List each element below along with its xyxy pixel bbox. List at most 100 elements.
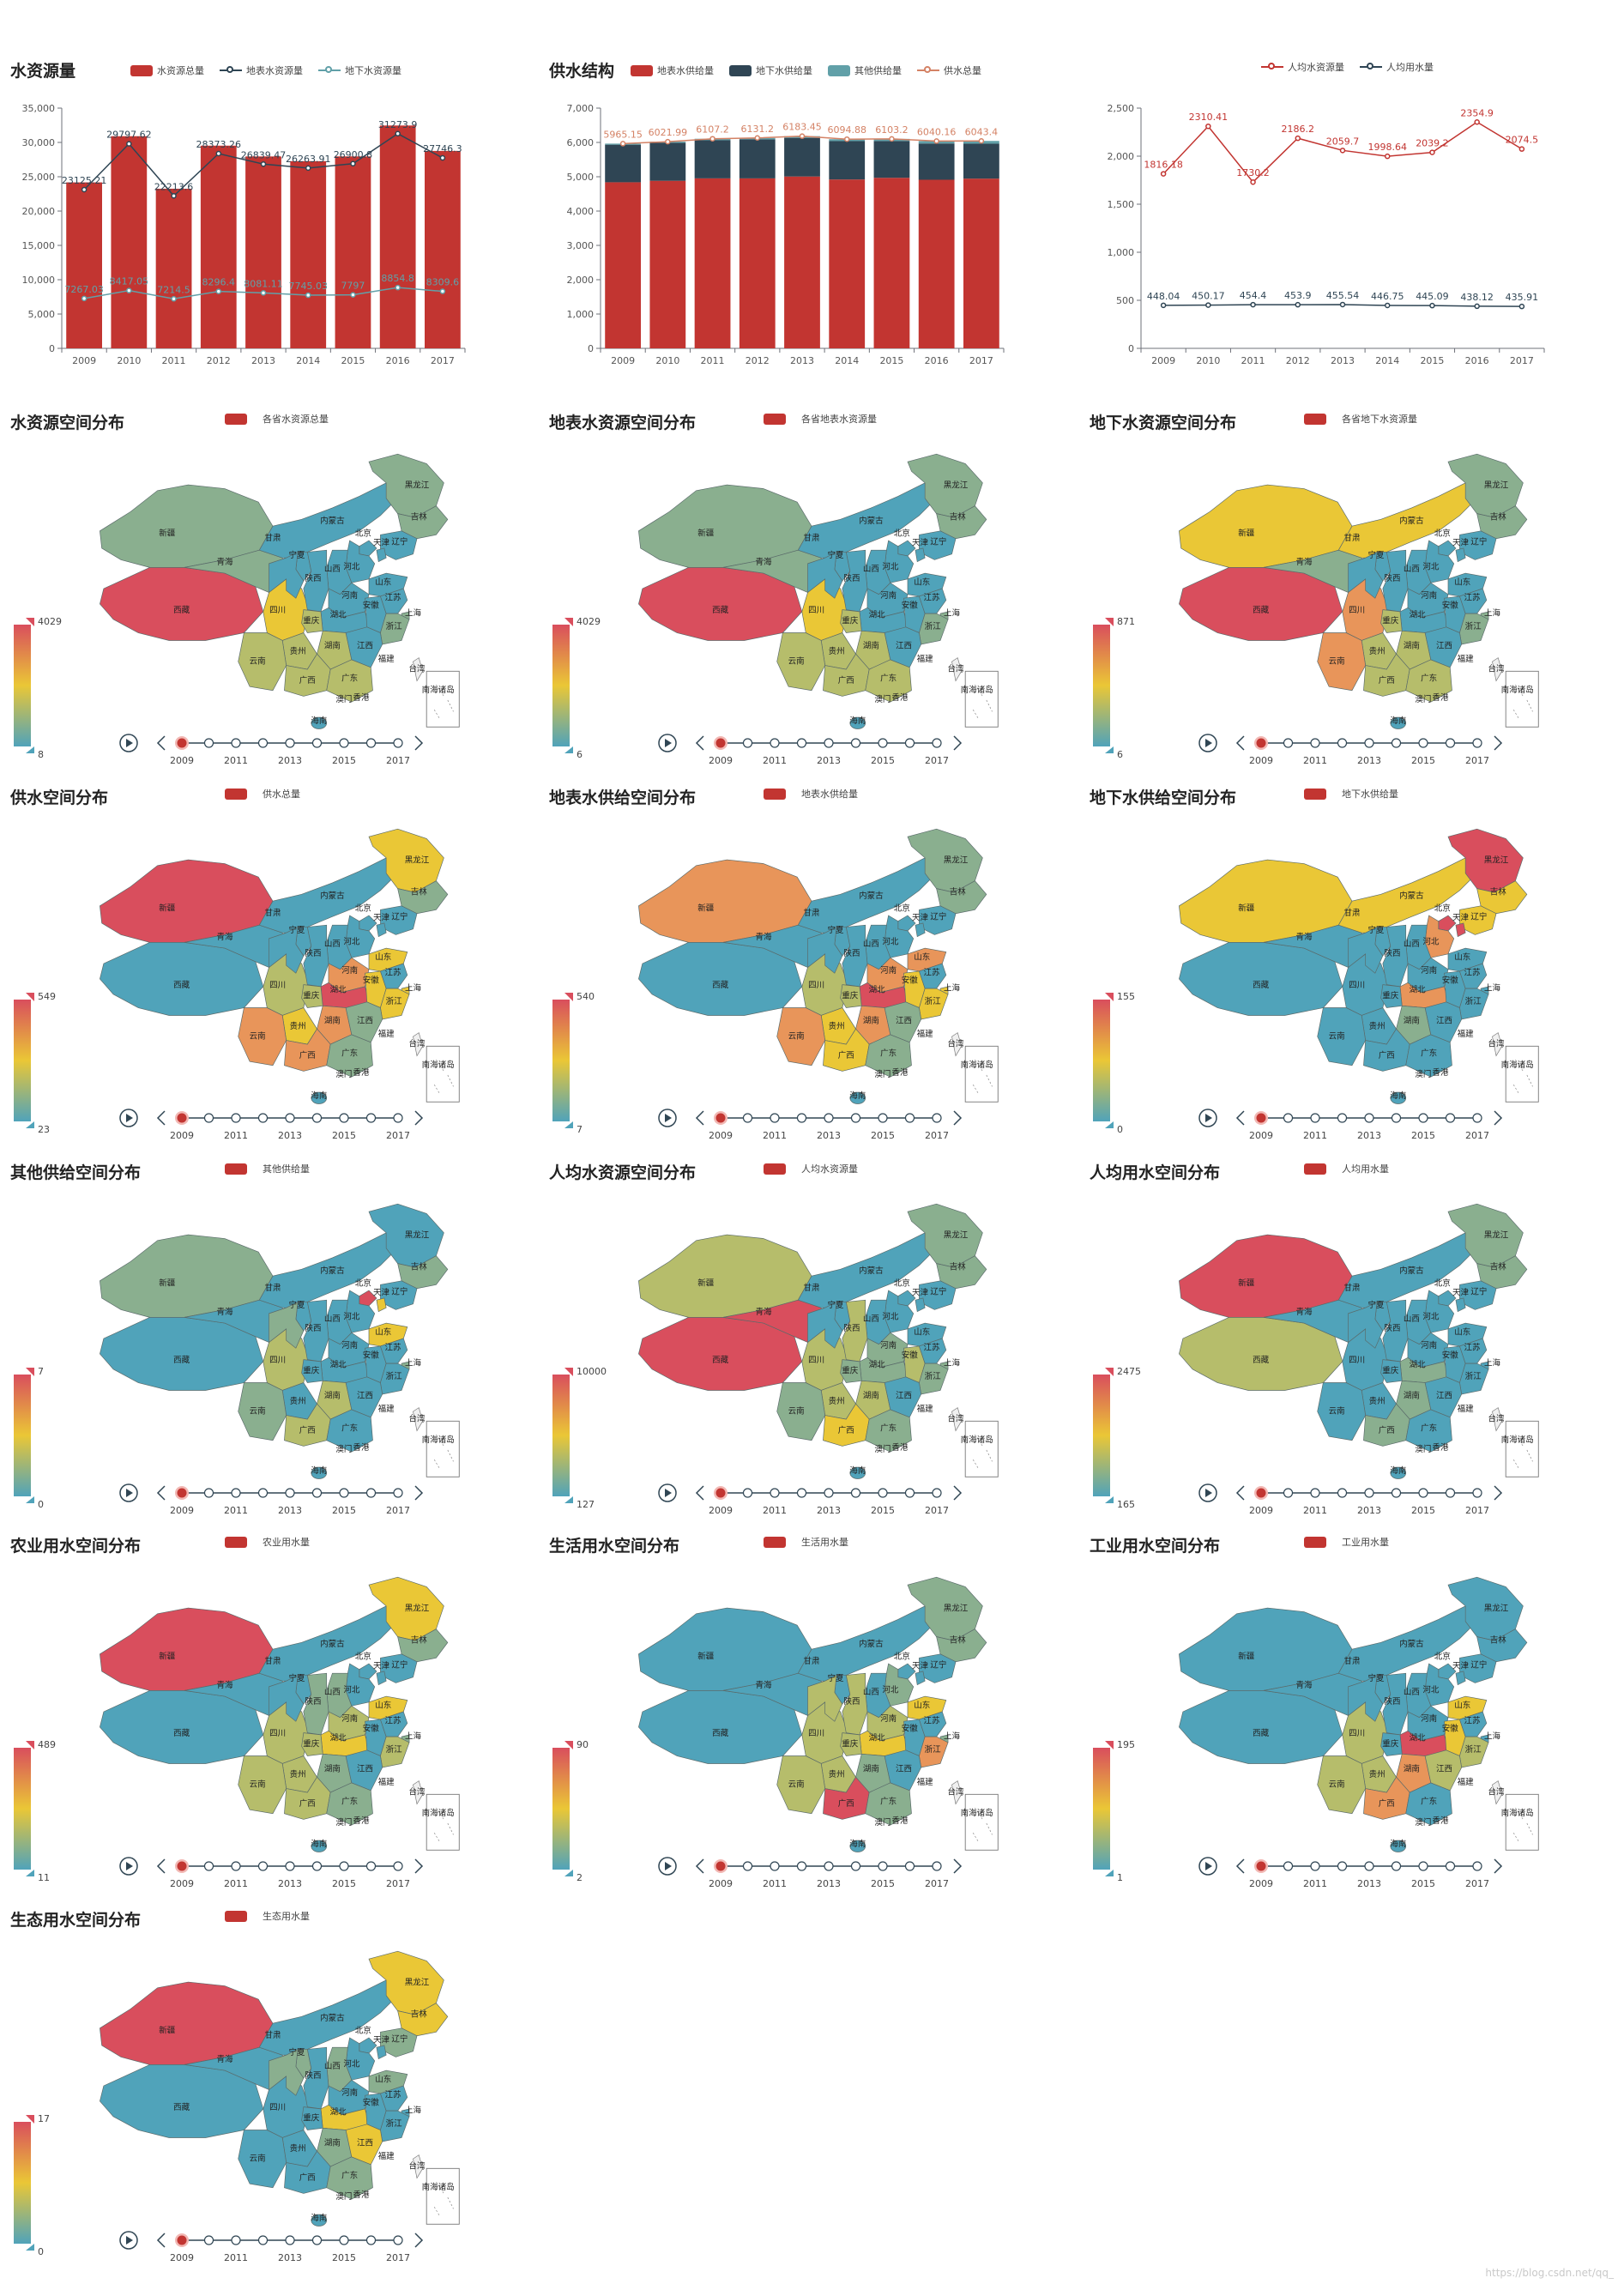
timeline-node[interactable] (393, 2235, 403, 2245)
timeline-node[interactable] (932, 738, 942, 748)
prev-button[interactable] (1235, 1858, 1245, 1874)
next-button[interactable] (953, 1110, 963, 1126)
timeline-node[interactable] (285, 2235, 295, 2245)
next-button[interactable] (414, 2233, 424, 2248)
timeline-node[interactable] (231, 1861, 241, 1871)
timeline-node[interactable] (365, 1488, 377, 1498)
timeline-node[interactable] (796, 1861, 807, 1871)
prev-button[interactable] (695, 1858, 704, 1874)
timeline-node[interactable] (257, 738, 269, 748)
timeline-node[interactable] (1364, 738, 1374, 748)
timeline-node[interactable] (1391, 1113, 1402, 1123)
timeline-node[interactable] (285, 1113, 295, 1123)
timeline-node[interactable] (824, 738, 834, 748)
map-legend[interactable]: 各省水资源总量 (225, 412, 329, 426)
timeline-node[interactable] (850, 738, 861, 748)
timeline-node[interactable] (311, 2235, 323, 2245)
timeline-node[interactable] (1391, 738, 1402, 748)
timeline-node[interactable] (770, 1488, 780, 1498)
timeline-node[interactable] (742, 1488, 753, 1498)
next-button[interactable] (414, 1485, 424, 1501)
timeline-node[interactable] (1472, 1861, 1482, 1871)
prev-button[interactable] (695, 1485, 704, 1501)
timeline-node[interactable] (796, 1113, 807, 1123)
timeline-node[interactable] (231, 738, 241, 748)
timeline-node[interactable] (878, 1113, 888, 1123)
timeline-node[interactable] (1337, 738, 1348, 748)
timeline-node[interactable] (285, 1861, 295, 1871)
timeline[interactable]: 2009 2011 2013 2015 2017 (658, 1109, 963, 1141)
map-legend[interactable]: 人均用水量 (1304, 1162, 1389, 1175)
map-legend[interactable]: 供水总量 (225, 787, 300, 801)
timeline-node[interactable] (850, 1861, 861, 1871)
timeline-node[interactable] (1337, 1113, 1348, 1123)
timeline[interactable]: 2009 2011 2013 2015 2017 (1198, 1483, 1503, 1516)
timeline-node[interactable] (1310, 1861, 1320, 1871)
legend-item-surface-supply[interactable]: 地表水供给量 (631, 63, 714, 77)
timeline-node[interactable] (1445, 1488, 1456, 1498)
timeline-node[interactable] (257, 2235, 269, 2245)
timeline-node[interactable] (203, 1488, 214, 1498)
next-button[interactable] (953, 735, 963, 751)
timeline[interactable]: 2009 2011 2013 2015 2017 (119, 2231, 424, 2263)
timeline-node[interactable] (878, 738, 888, 748)
map-legend[interactable]: 农业用水量 (225, 1535, 310, 1549)
timeline-node[interactable] (1283, 1861, 1294, 1871)
timeline-node[interactable] (1364, 1488, 1374, 1498)
timeline-node[interactable] (878, 1488, 888, 1498)
timeline-node[interactable] (850, 1488, 861, 1498)
next-button[interactable] (414, 735, 424, 751)
timeline-node[interactable] (365, 1113, 377, 1123)
timeline-node[interactable] (1472, 1488, 1482, 1498)
legend-item-percap-resource[interactable]: 人均水资源量 (1261, 60, 1344, 74)
timeline-node[interactable] (904, 1113, 915, 1123)
next-button[interactable] (414, 1858, 424, 1874)
timeline-node[interactable] (1418, 738, 1428, 748)
timeline-node[interactable] (1310, 738, 1320, 748)
map-legend[interactable]: 各省地表水资源量 (764, 412, 877, 426)
prev-button[interactable] (156, 1485, 166, 1501)
prev-button[interactable] (1235, 1485, 1245, 1501)
timeline[interactable]: 2009 2011 2013 2015 2017 (119, 1857, 424, 1889)
timeline-node[interactable] (311, 1861, 323, 1871)
timeline-node[interactable] (742, 1113, 753, 1123)
legend-item-ground[interactable]: 地下水资源量 (318, 63, 401, 77)
timeline-node[interactable] (365, 2235, 377, 2245)
timeline[interactable]: 2009 2011 2013 2015 2017 (119, 734, 424, 766)
prev-button[interactable] (156, 2233, 166, 2248)
timeline[interactable]: 2009 2011 2013 2015 2017 (1198, 1857, 1503, 1889)
map-legend[interactable]: 地下水供给量 (1304, 787, 1398, 801)
timeline-node[interactable] (285, 738, 295, 748)
timeline-node[interactable] (1445, 738, 1456, 748)
timeline-node[interactable] (1391, 1488, 1402, 1498)
timeline[interactable]: 2009 2011 2013 2015 2017 (658, 734, 963, 766)
timeline-node[interactable] (285, 1488, 295, 1498)
map-legend[interactable]: 工业用水量 (1304, 1535, 1389, 1549)
timeline-node[interactable] (365, 1861, 377, 1871)
map-legend[interactable]: 其他供给量 (225, 1162, 310, 1175)
timeline-node[interactable] (339, 2235, 349, 2245)
prev-button[interactable] (156, 1110, 166, 1126)
timeline-node[interactable] (1310, 1488, 1320, 1498)
timeline-node[interactable] (770, 738, 780, 748)
timeline-node[interactable] (203, 1113, 214, 1123)
timeline-node[interactable] (393, 1113, 403, 1123)
timeline-node[interactable] (339, 738, 349, 748)
timeline[interactable]: 2009 2011 2013 2015 2017 (119, 1109, 424, 1141)
timeline-node[interactable] (1283, 1488, 1294, 1498)
timeline-node[interactable] (742, 738, 753, 748)
prev-button[interactable] (695, 735, 704, 751)
timeline-node[interactable] (1472, 738, 1482, 748)
map-legend[interactable]: 地表水供给量 (764, 787, 858, 801)
prev-button[interactable] (1235, 735, 1245, 751)
timeline-node[interactable] (231, 2235, 241, 2245)
timeline-node[interactable] (339, 1113, 349, 1123)
timeline-node[interactable] (231, 1488, 241, 1498)
timeline-node[interactable] (257, 1488, 269, 1498)
timeline-node[interactable] (339, 1861, 349, 1871)
timeline-node[interactable] (203, 2235, 214, 2245)
timeline-node[interactable] (1418, 1113, 1428, 1123)
timeline[interactable]: 2009 2011 2013 2015 2017 (119, 1483, 424, 1516)
next-button[interactable] (1494, 1110, 1503, 1126)
timeline-node[interactable] (365, 738, 377, 748)
